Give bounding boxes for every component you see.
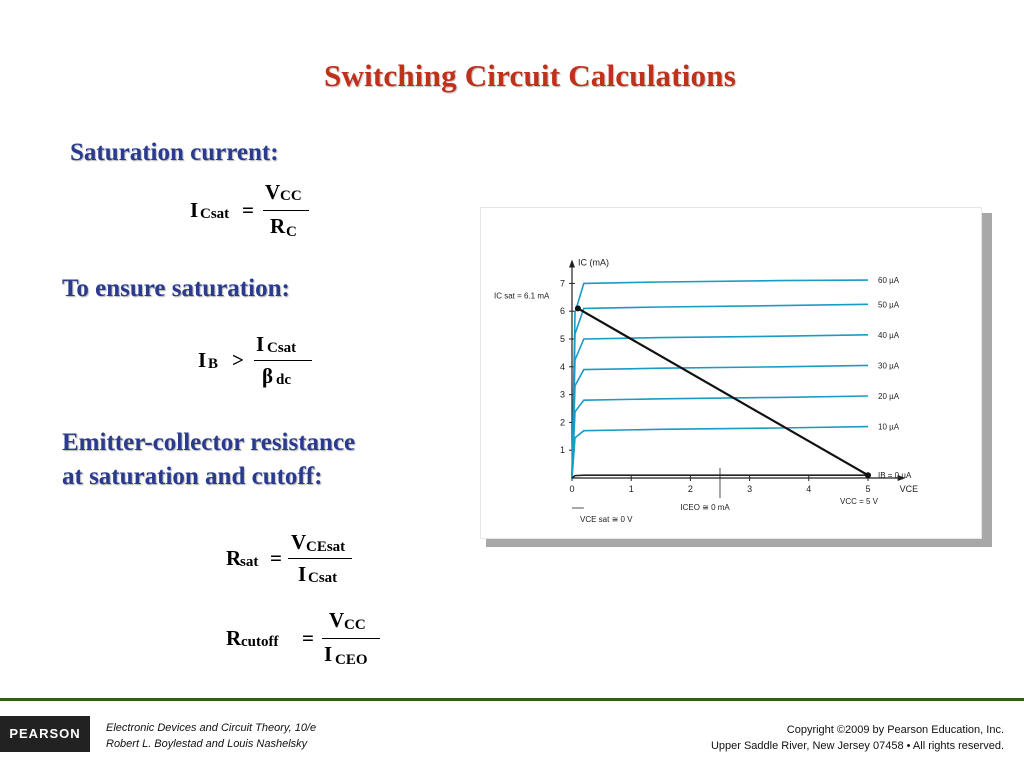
heading-resistance-line2: at saturation and cutoff: [62,463,323,490]
curve [571,395,869,479]
eq-lhs: I [190,198,199,222]
eq-lhs: R [226,546,242,570]
x-tick-label: 2 [688,484,693,494]
book-title: Electronic Devices and Circuit Theory, 1… [106,722,317,734]
characteristics-chart: 0 1 2 3 4 5 1 2 3 4 5 6 7 IC (mA) VCE 60 µA 50 µA 40 µA 30… [494,258,919,525]
eq-numerator: V [329,608,345,632]
x-axis-label: VCE [900,484,919,494]
eq-denominator: I [298,562,307,586]
y-tick-label: 4 [560,362,565,372]
eq-lhs-sub: Csat [200,206,230,222]
curve-label: 10 µA [878,423,900,432]
eq-operator: = [242,198,254,222]
curve [571,474,868,479]
eq-operator: > [232,348,244,372]
eq-lhs-sub: sat [240,554,259,570]
eq-denominator: I [324,642,333,666]
eq-numerator-sub: CEsat [306,539,346,555]
y-axis-arrow [569,259,575,268]
eq-numerator: V [265,180,281,204]
y-tick-label: 6 [560,306,565,316]
copyright-line2: Upper Saddle River, New Jersey 07458 • A… [710,740,1004,752]
cutoff-point [865,472,871,479]
curve [571,334,869,479]
curve [571,364,869,479]
eq-numerator: I [256,332,265,356]
y-axis-label: IC (mA) [578,258,609,268]
eq-denominator: R [270,214,286,238]
fraction-bar [263,210,309,212]
saturation-point [574,305,581,312]
eq-numerator: V [291,530,307,554]
x-tick-label: 0 [569,484,574,494]
curve-label: 20 µA [878,392,900,401]
x-tick-label: 1 [629,484,634,494]
slide-title: Switching Circuit Calculations [324,58,736,93]
curve [571,279,869,479]
y-tick-label: 5 [560,334,565,344]
curve [571,303,869,479]
x-tick-label: 5 [865,484,870,494]
eq-lhs-sub: B [208,356,219,372]
eq-lhs: I [198,348,207,372]
eq-denominator: β [262,364,274,388]
y-tick-label: 3 [560,390,565,400]
eq-operator: = [302,626,314,650]
y-tick-label: 2 [560,417,565,427]
fraction-bar [322,638,380,640]
footer-rule [0,698,1024,701]
heading-ensure-saturation: To ensure saturation: [62,275,290,302]
curve-label: 30 µA [878,361,900,370]
book-authors: Robert L. Boylestad and Louis Nashelsky [106,738,308,750]
eq-numerator-sub: CC [344,617,366,633]
publisher-logo: PEARSON [0,716,90,752]
fraction-bar [254,360,312,362]
eq-denominator-sub: dc [276,372,291,388]
curve-label: 40 µA [878,331,900,340]
load-line [577,307,869,477]
heading-resistance-line1: Emitter-collector resistance [62,429,356,456]
eq-operator: = [270,546,282,570]
curve-label: 50 µA [878,300,900,309]
eq-denominator-sub: CEO [335,652,368,668]
y-tick-label: 1 [560,445,565,455]
annotation-iceo: ICEO ≅ 0 mA [680,503,730,512]
annotation-vcc: VCC = 5 V [840,497,879,506]
eq-numerator-sub: Csat [267,340,297,356]
copyright-line1: Copyright ©2009 by Pearson Education, In… [786,724,1004,736]
annotation-vcesat: VCE sat ≅ 0 V [580,515,633,524]
eq-lhs-sub: cutoff [241,634,279,650]
curve [571,425,869,479]
heading-saturation-current: Saturation current: [70,139,279,166]
x-axis-arrow [897,475,906,481]
eq-numerator-sub: CC [280,188,302,204]
y-tick-label: 7 [560,278,565,288]
curve-label: 60 µA [878,276,900,285]
fraction-bar [288,558,352,560]
eq-denominator-sub: C [286,224,297,240]
x-tick-label: 3 [747,484,752,494]
x-tick-label: 4 [806,484,811,494]
annotation-icsat: IC sat = 6.1 mA [494,291,550,300]
eq-denominator-sub: Csat [308,570,338,586]
eq-lhs: R [226,626,242,650]
characteristics-graph: 0 1 2 3 4 5 1 2 3 4 5 6 7 IC (mA) VCE 60 µA 50 µA 40 µA 30… [480,207,982,539]
curve-label: IB = 0 µA [878,471,912,480]
